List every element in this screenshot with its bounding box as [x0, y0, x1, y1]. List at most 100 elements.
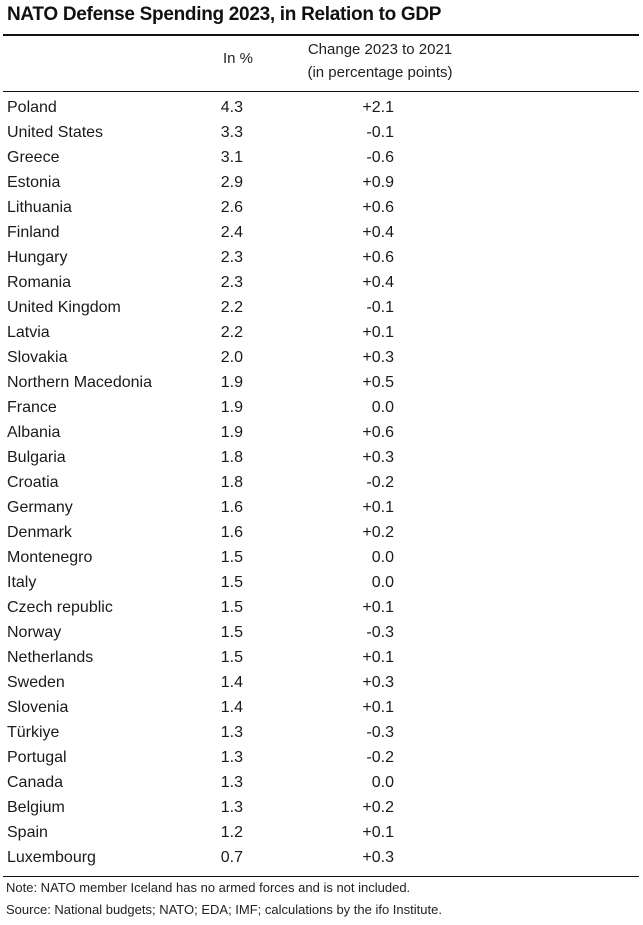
table-row: Finland 2.4 +0.4: [0, 220, 643, 245]
percent-cell: 1.6: [220, 524, 243, 541]
percent-cell: 3.1: [220, 149, 243, 166]
change-cell: 0.0: [371, 574, 394, 591]
country-cell: Bulgaria: [7, 449, 66, 466]
table-row: Greece 3.1 -0.6: [0, 145, 643, 170]
change-cell: +0.1: [362, 324, 394, 341]
percent-cell: 1.9: [220, 374, 243, 391]
percent-cell: 2.3: [220, 249, 243, 266]
table-row: Estonia 2.9 +0.9: [0, 170, 643, 195]
change-cell: +0.9: [362, 174, 394, 191]
country-cell: United States: [7, 124, 104, 141]
country-cell: Norway: [7, 624, 62, 641]
percent-cell: 1.3: [220, 799, 243, 816]
percent-cell: 2.2: [220, 299, 243, 316]
country-cell: Türkiye: [7, 724, 60, 741]
country-cell: Czech republic: [7, 599, 113, 616]
change-cell: +0.4: [362, 224, 394, 241]
country-cell: Belgium: [7, 799, 65, 816]
table-row: Germany 1.6 +0.1: [0, 495, 643, 520]
change-cell: +0.1: [362, 599, 394, 616]
percent-cell: 4.3: [220, 99, 243, 116]
table-row: Slovenia 1.4 +0.1: [0, 695, 643, 720]
header-rule: [3, 91, 639, 92]
percent-cell: 0.7: [220, 849, 243, 866]
source-note: Source: National budgets; NATO; EDA; IMF…: [6, 902, 442, 917]
change-cell: 0.0: [371, 774, 394, 791]
percent-cell: 3.3: [220, 124, 243, 141]
change-cell: +0.1: [362, 699, 394, 716]
change-cell: -0.3: [366, 724, 394, 741]
percent-cell: 2.4: [220, 224, 243, 241]
change-cell: +0.6: [362, 249, 394, 266]
country-cell: Sweden: [7, 674, 65, 691]
percent-cell: 2.9: [220, 174, 243, 191]
table-row: Slovakia 2.0 +0.3: [0, 345, 643, 370]
percent-cell: 1.3: [220, 749, 243, 766]
percent-cell: 2.0: [220, 349, 243, 366]
change-cell: -0.6: [366, 149, 394, 166]
percent-cell: 1.5: [220, 649, 243, 666]
change-cell: +0.1: [362, 499, 394, 516]
table-row: Hungary 2.3 +0.6: [0, 245, 643, 270]
country-cell: Northern Macedonia: [7, 374, 152, 391]
table-row: Canada 1.3 0.0: [0, 770, 643, 795]
table-title: NATO Defense Spending 2023, in Relation …: [7, 4, 442, 25]
country-cell: Canada: [7, 774, 64, 791]
table-row: United States 3.3 -0.1: [0, 120, 643, 145]
table-row: Northern Macedonia 1.9 +0.5: [0, 370, 643, 395]
country-cell: Portugal: [7, 749, 67, 766]
table-row: Netherlands 1.5 +0.1: [0, 645, 643, 670]
top-rule: [3, 34, 639, 36]
percent-cell: 1.9: [220, 399, 243, 416]
change-cell: +0.4: [362, 274, 394, 291]
column-header-change-line2: (in percentage points): [307, 64, 453, 81]
table-row: Italy 1.5 0.0: [0, 570, 643, 595]
percent-cell: 1.4: [220, 674, 243, 691]
percent-cell: 1.2: [220, 824, 243, 841]
country-cell: Luxembourg: [7, 849, 96, 866]
percent-cell: 2.3: [220, 274, 243, 291]
change-cell: +0.6: [362, 424, 394, 441]
table-row: Croatia 1.8 -0.2: [0, 470, 643, 495]
table-row: Montenegro 1.5 0.0: [0, 545, 643, 570]
percent-cell: 1.9: [220, 424, 243, 441]
percent-cell: 1.5: [220, 549, 243, 566]
percent-cell: 1.4: [220, 699, 243, 716]
table-row: Türkiye 1.3 -0.3: [0, 720, 643, 745]
country-cell: Netherlands: [7, 649, 94, 666]
percent-cell: 1.5: [220, 574, 243, 591]
country-cell: Finland: [7, 224, 60, 241]
country-cell: Germany: [7, 499, 73, 516]
change-cell: -0.1: [366, 299, 394, 316]
country-cell: Albania: [7, 424, 61, 441]
percent-cell: 1.8: [220, 449, 243, 466]
change-cell: -0.3: [366, 624, 394, 641]
country-cell: Lithuania: [7, 199, 72, 216]
country-cell: Denmark: [7, 524, 72, 541]
table-row: Latvia 2.2 +0.1: [0, 320, 643, 345]
country-cell: Poland: [7, 99, 57, 116]
country-cell: Slovakia: [7, 349, 68, 366]
percent-cell: 1.6: [220, 499, 243, 516]
percent-cell: 2.2: [220, 324, 243, 341]
column-header-change-line1: Change 2023 to 2021: [307, 41, 453, 58]
country-cell: Greece: [7, 149, 60, 166]
change-cell: 0.0: [371, 549, 394, 566]
percent-cell: 1.5: [220, 599, 243, 616]
change-cell: +0.3: [362, 674, 394, 691]
bottom-rule: [3, 876, 639, 877]
change-cell: 0.0: [371, 399, 394, 416]
footnote: Note: NATO member Iceland has no armed f…: [6, 880, 411, 895]
change-cell: +0.6: [362, 199, 394, 216]
table-row: Portugal 1.3 -0.2: [0, 745, 643, 770]
table-row: Lithuania 2.6 +0.6: [0, 195, 643, 220]
country-cell: France: [7, 399, 57, 416]
country-cell: Latvia: [7, 324, 50, 341]
table-row: United Kingdom 2.2 -0.1: [0, 295, 643, 320]
country-cell: Italy: [7, 574, 37, 591]
table-row: Norway 1.5 -0.3: [0, 620, 643, 645]
table-row: Luxembourg 0.7 +0.3: [0, 845, 643, 870]
percent-cell: 1.8: [220, 474, 243, 491]
change-cell: +0.1: [362, 649, 394, 666]
percent-cell: 2.6: [220, 199, 243, 216]
